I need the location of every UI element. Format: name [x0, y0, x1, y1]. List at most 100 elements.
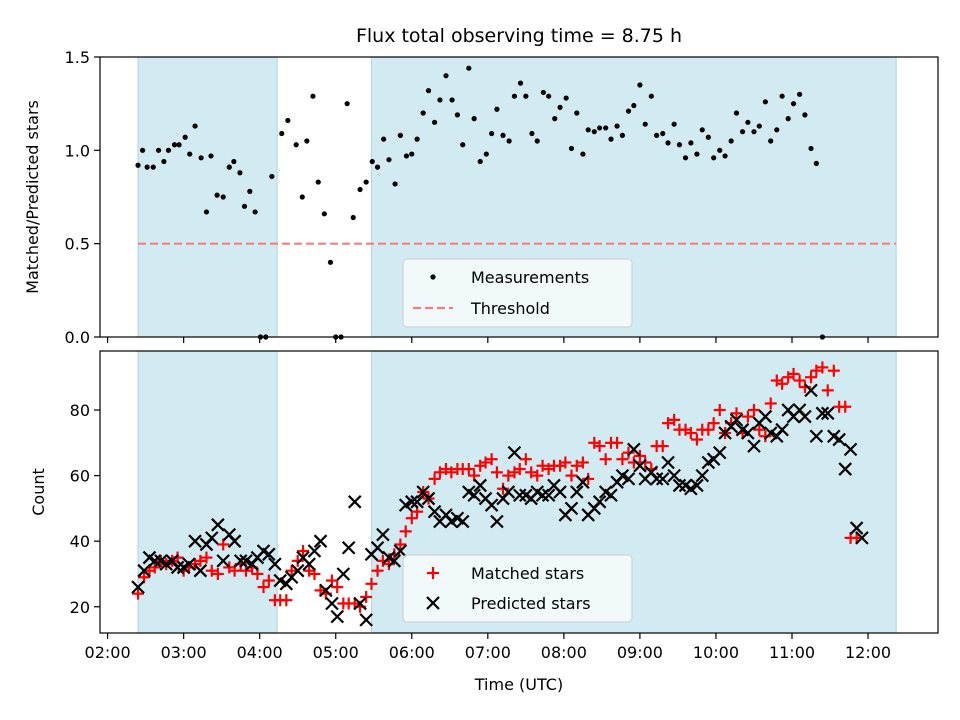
measurement-point [722, 153, 728, 159]
matched-star-point [570, 459, 583, 472]
predicted-star-point [849, 521, 864, 535]
matched-star-point [462, 463, 475, 476]
matched-star-point [399, 525, 412, 538]
measurement-point [608, 136, 614, 142]
predicted-star-point [564, 501, 579, 516]
measurement-point [728, 138, 734, 144]
matched-star-point [616, 453, 629, 466]
measurement-point [790, 101, 797, 107]
y-tick-label: 60 [70, 467, 90, 486]
matched-star-point [257, 581, 270, 594]
measurement-point [745, 119, 751, 125]
predicted-star-point [695, 468, 710, 483]
measurement-point [327, 259, 334, 265]
predicted-star-point [473, 478, 487, 493]
predicted-star-point [621, 472, 636, 486]
measurement-point [779, 93, 785, 99]
measurement-point [374, 164, 381, 170]
predicted-star-point [353, 596, 367, 611]
matched-star-point [793, 374, 806, 387]
measurement-point [171, 142, 178, 148]
predicted-star-point [633, 458, 647, 473]
measurement-point [471, 116, 477, 122]
measurement-point [660, 130, 666, 137]
measurement-point [203, 209, 210, 215]
measurement-point [797, 91, 803, 97]
measurement-point [671, 121, 677, 127]
predicted-star-point [712, 445, 727, 460]
matched-star-point [747, 404, 760, 417]
measurement-point [774, 127, 780, 133]
legend-measurements-label: Measurements [471, 268, 589, 287]
matched-star-point [611, 436, 624, 449]
predicted-star-point [341, 540, 356, 555]
measurement-point [717, 147, 723, 153]
matched-star-point [194, 554, 207, 567]
predicted-star-point [227, 534, 242, 548]
x-tick-label: 05:00 [313, 643, 359, 662]
predicted-star-point [359, 613, 373, 627]
y-tick-label: 20 [70, 598, 90, 617]
measurement-point [454, 112, 461, 118]
matched-star-point [827, 364, 840, 377]
matched-star-point [205, 564, 218, 577]
matched-star-point [445, 466, 458, 479]
predicted-star-point [421, 491, 436, 506]
measurement-point [449, 97, 455, 103]
measurement-point [437, 97, 443, 103]
measurement-point [637, 82, 643, 88]
matched-star-point [656, 440, 669, 453]
matched-star-point [519, 453, 532, 466]
measurement-point [705, 134, 711, 140]
measurement-point [369, 158, 375, 165]
predicted-star-point [170, 560, 185, 575]
matched-star-point [668, 413, 681, 426]
x-tick-label: 07:00 [465, 643, 511, 662]
predicted-star-point [843, 442, 858, 457]
x-tick-label: 03:00 [161, 643, 207, 662]
matched-star-point [759, 430, 772, 443]
predicted-star-point [570, 485, 584, 499]
measurement-point [511, 93, 518, 99]
measurement-point [625, 108, 632, 114]
y-tick-label: 1.0 [65, 141, 90, 160]
measurement-point [711, 155, 717, 161]
predicted-star-point [325, 596, 339, 611]
predicted-star-point [592, 495, 607, 509]
predicted-star-point [313, 534, 328, 548]
measurement-point [350, 214, 356, 221]
measurement-point [293, 142, 299, 148]
measurement-point [739, 129, 746, 135]
x-tick-label: 10:00 [693, 643, 739, 662]
matched-star-point [565, 469, 578, 482]
predicted-star-point [290, 563, 305, 578]
matched-star-point [684, 426, 697, 439]
x-axis-label: Time (UTC) [474, 675, 563, 694]
predicted-star-point [798, 409, 812, 424]
measurement-point [161, 158, 167, 165]
measurement-point [214, 192, 220, 198]
predicted-star-point [741, 426, 755, 440]
predicted-star-point [302, 557, 316, 571]
y-tick-label: 40 [70, 532, 90, 551]
predicted-star-point [393, 544, 408, 558]
predicted-star-point [410, 495, 424, 509]
predicted-star-point [661, 455, 675, 470]
measurement-point [139, 147, 146, 153]
matched-star-point [497, 482, 510, 495]
measurement-point [557, 104, 563, 110]
measurement-point [392, 181, 398, 187]
measurement-point [580, 151, 586, 157]
matched-star-point [360, 590, 373, 603]
measurement-point [802, 112, 808, 118]
predicted-star-point [655, 472, 670, 486]
measurement-point [665, 140, 671, 146]
matched-star-point [662, 417, 675, 430]
matched-star-point [291, 554, 304, 567]
measurement-point [489, 130, 495, 137]
measurement-point [768, 138, 774, 144]
measurement-point [699, 127, 705, 133]
matched-star-point [730, 407, 743, 420]
measurement-point [220, 194, 226, 200]
measurement-point [420, 110, 426, 116]
